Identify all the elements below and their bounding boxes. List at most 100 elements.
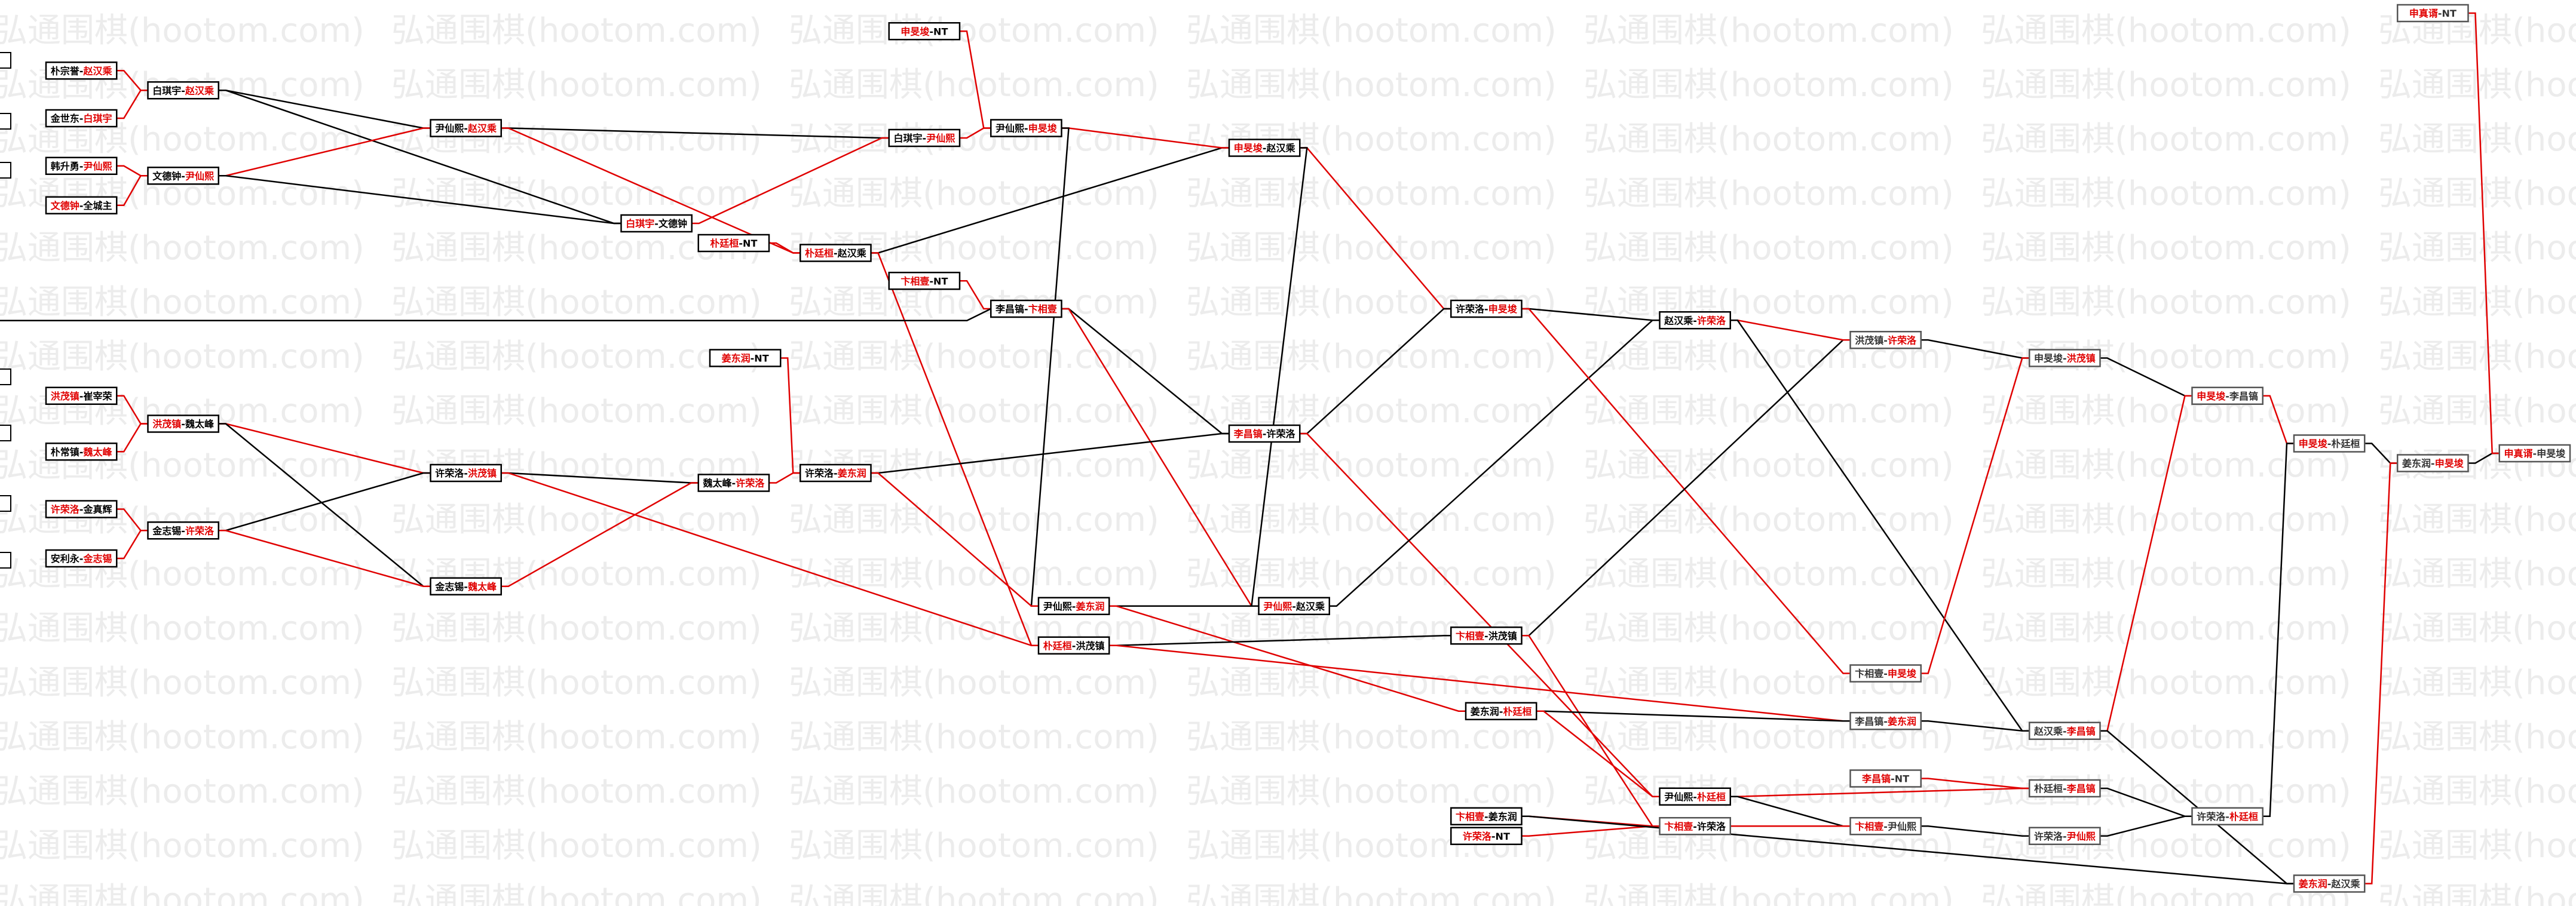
match-box bbox=[620, 214, 693, 233]
match-label: 赵汉乘-许荣洛 bbox=[1664, 315, 1726, 326]
player-name: - bbox=[79, 113, 84, 124]
player-name: 魏太峰 bbox=[703, 477, 733, 489]
player-name: 魏太峰 bbox=[82, 446, 112, 457]
watermark: 弘通围棋(hootom.com) bbox=[1981, 392, 2351, 431]
match-label: 洪茂镇-魏太峰 bbox=[152, 418, 215, 429]
player-name: 赵汉乘 bbox=[467, 122, 497, 134]
watermark: 弘通围棋(hootom.com) bbox=[1583, 11, 1954, 50]
match-label: 尹仙熙-赵汉乘 bbox=[435, 122, 497, 134]
match-node: 申真谞-NT bbox=[2397, 4, 2469, 23]
edge bbox=[2100, 815, 2192, 837]
player-name: 卞相壹 bbox=[1855, 821, 1883, 832]
match-label: 洪茂镇-崔宰荣 bbox=[51, 390, 112, 401]
watermark: 弘通围棋(hootom.com) bbox=[1981, 120, 2351, 159]
player-name: 李昌镐 bbox=[2229, 390, 2258, 401]
player-name: 尹仙熙 bbox=[83, 160, 112, 171]
watermark: 弘通围棋(hootom.com) bbox=[391, 664, 762, 702]
watermark: 弘通围棋(hootom.com) bbox=[1583, 66, 1954, 105]
match-node: 卞相壹-许荣洛 bbox=[1659, 817, 1731, 836]
player-name: - bbox=[834, 468, 838, 479]
match-label: 白琪宇-文德钟 bbox=[626, 218, 687, 229]
player-name: - bbox=[1484, 303, 1488, 315]
watermark: 弘通围棋(hootom.com) bbox=[0, 229, 365, 268]
player-name: - bbox=[79, 446, 84, 457]
watermark: 弘通围棋(hootom.com) bbox=[789, 827, 1159, 865]
match-node: 洪茂镇-崔宰荣 bbox=[45, 386, 118, 405]
player-name: 申旻埈 bbox=[2034, 352, 2063, 364]
edge bbox=[117, 175, 148, 206]
watermark: 弘通围棋(hootom.com) bbox=[789, 120, 1159, 159]
watermark: 弘通围棋(hootom.com) bbox=[1186, 66, 1557, 105]
player-name: 尹仙熙 bbox=[1043, 600, 1072, 612]
match-box bbox=[2397, 454, 2469, 472]
match-label: 朴廷桓-NT bbox=[710, 238, 757, 249]
player-name: 韩升勇 bbox=[51, 160, 79, 171]
match-box bbox=[1659, 311, 1731, 330]
player-name: 洪茂镇 bbox=[51, 390, 79, 401]
player-name: - bbox=[79, 160, 84, 171]
watermark: 弘通围棋(hootom.com) bbox=[0, 772, 365, 811]
player-name: 李昌镐 bbox=[1861, 773, 1891, 784]
player-name: 尹仙熙 bbox=[1263, 600, 1292, 612]
watermark: 弘通围棋(hootom.com) bbox=[0, 664, 365, 702]
player-name: 申旻埈 bbox=[1888, 668, 1917, 679]
player-name: 尹仙熙 bbox=[1664, 791, 1693, 802]
cut-box bbox=[0, 113, 11, 130]
player-name: - bbox=[2063, 830, 2067, 841]
player-name: 卞相壹 bbox=[1456, 810, 1484, 822]
player-name: - bbox=[181, 525, 185, 536]
player-name: 李昌镐 bbox=[1854, 715, 1883, 727]
player-name: 洪茂镇 bbox=[468, 468, 497, 479]
player-name: - bbox=[79, 65, 84, 76]
match-box bbox=[45, 196, 118, 214]
player-name: - bbox=[929, 26, 933, 37]
player-name: - bbox=[1484, 630, 1488, 641]
match-label: 卞相壹-尹仙熙 bbox=[1855, 821, 1916, 832]
player-name: 洪茂镇 bbox=[152, 418, 181, 429]
match-node: 魏太峰-许荣洛 bbox=[697, 474, 770, 492]
match-node: 金志锡-许荣洛 bbox=[147, 521, 219, 540]
match-node: 申旻埈-朴廷桓 bbox=[2293, 434, 2366, 453]
edge bbox=[960, 280, 991, 310]
player-name: - bbox=[2225, 810, 2229, 822]
player-name: 赵汉乘 bbox=[2033, 725, 2063, 736]
player-name: - bbox=[1891, 773, 1895, 784]
match-node: 姜东润-朴廷桓 bbox=[1465, 702, 1537, 720]
player-name: 文德钟 bbox=[658, 218, 687, 229]
player-name: 李昌镐 bbox=[1233, 428, 1263, 440]
player-name: NT bbox=[933, 26, 948, 37]
match-node: 文德钟-全城主 bbox=[45, 196, 118, 214]
player-name: NT bbox=[754, 352, 768, 364]
match-node: 李昌镐-NT bbox=[1849, 769, 1922, 788]
player-name: 尹仙熙 bbox=[996, 122, 1024, 134]
match-node: 赵汉乘-许荣洛 bbox=[1659, 311, 1731, 330]
match-node: 李昌镐-许荣洛 bbox=[1228, 424, 1301, 443]
match-box bbox=[2029, 827, 2101, 845]
player-name: 李昌镐 bbox=[2066, 725, 2096, 736]
match-label: 白琪宇-尹仙熙 bbox=[894, 133, 955, 144]
match-label: 白琪宇-赵汉乘 bbox=[152, 85, 214, 96]
match-box bbox=[1849, 664, 1922, 683]
match-node: 朴宗誉-赵汉乘 bbox=[45, 62, 118, 80]
player-name: - bbox=[1883, 668, 1888, 679]
watermark: 弘通围棋(hootom.com) bbox=[1981, 881, 2351, 906]
watermark: 弘通围棋(hootom.com) bbox=[789, 718, 1159, 757]
player-name: - bbox=[2063, 352, 2067, 364]
player-name: - bbox=[654, 218, 658, 229]
player-name: - bbox=[751, 352, 755, 364]
watermark: 弘通围棋(hootom.com) bbox=[789, 881, 1159, 906]
player-name: - bbox=[181, 418, 185, 429]
player-name: - bbox=[1693, 821, 1697, 832]
player-name: 洪茂镇 bbox=[1076, 640, 1104, 651]
match-node: 申旻埈-洪茂镇 bbox=[2029, 349, 2101, 367]
match-label: 卞相壹-申旻埈 bbox=[1855, 668, 1917, 679]
match-node: 申旻埈-赵汉乘 bbox=[1228, 139, 1301, 157]
watermark: 弘通围棋(hootom.com) bbox=[391, 11, 762, 50]
player-name: - bbox=[181, 85, 185, 96]
watermark: 弘通围棋(hootom.com) bbox=[1186, 11, 1557, 50]
player-name: 申旻埈 bbox=[1028, 122, 1058, 134]
match-node: 许荣洛-金真辉 bbox=[45, 500, 118, 518]
player-name: 朴常镇 bbox=[51, 446, 79, 457]
player-name: 申旻埈 bbox=[900, 26, 930, 37]
